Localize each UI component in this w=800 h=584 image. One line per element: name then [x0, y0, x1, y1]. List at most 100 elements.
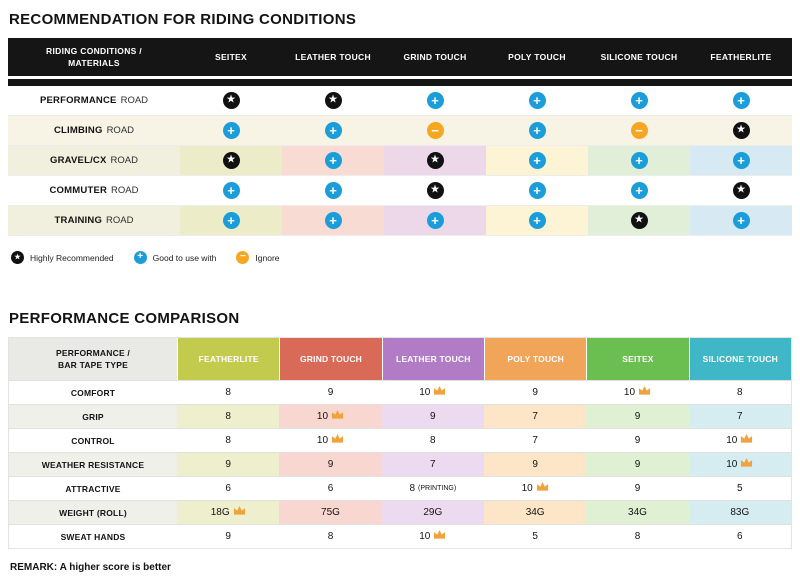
- performance-cell: 7: [484, 429, 586, 452]
- score-value: 8: [634, 531, 641, 542]
- star-glyph: ★: [736, 184, 746, 196]
- performance-table-corner-header: PERFORMANCE / BAR TAPE TYPE: [9, 338, 177, 380]
- score-value: 10: [726, 459, 738, 470]
- star-glyph: ★: [226, 94, 236, 106]
- score-value: 7: [532, 411, 538, 422]
- star-glyph: ★: [430, 154, 440, 166]
- performance-corner-line-2: BAR TAPE TYPE: [58, 360, 128, 370]
- star-icon: ★: [11, 251, 24, 264]
- plus-icon: +: [133, 251, 147, 264]
- legend-label: Ignore: [255, 252, 280, 263]
- riding-cell: +: [282, 176, 384, 205]
- plus-icon: +: [222, 212, 240, 229]
- riding-cell: ★: [384, 176, 486, 205]
- riding-cell: +: [384, 206, 486, 235]
- performance-row-label: COMFORT: [70, 387, 116, 398]
- performance-cell: 6: [177, 477, 279, 500]
- minus-icon: −: [630, 122, 648, 139]
- score-value: 10: [726, 435, 738, 446]
- score-value: 7: [737, 411, 743, 422]
- score-value: 9: [327, 387, 334, 398]
- performance-cell: 10: [484, 477, 586, 500]
- crown-icon: [233, 505, 246, 516]
- performance-cell: 8: [689, 381, 791, 404]
- riding-cell: +: [282, 146, 384, 175]
- score-value: 7: [532, 435, 538, 446]
- riding-table-row: TRAINING ROAD + + + + ★ +: [8, 206, 792, 236]
- performance-column-header: SILICONE TOUCH: [688, 338, 791, 380]
- score-value: 9: [327, 459, 334, 470]
- star-icon: ★: [222, 152, 240, 169]
- riding-table-corner-header: RIDING CONDITIONS / MATERIALS: [8, 38, 180, 76]
- riding-row-name: PERFORMANCE: [39, 95, 117, 106]
- legend-item: + Good to use with: [133, 251, 216, 264]
- score-value: 10: [316, 435, 329, 446]
- performance-table-row: COMFORT 8 9 10 9 10 8: [9, 380, 791, 404]
- performance-row-label: GRIP: [9, 405, 177, 428]
- performance-cell: 29G: [381, 501, 484, 524]
- star-glyph: ★: [226, 154, 236, 166]
- performance-cell: 9: [279, 453, 382, 476]
- score-value: 9: [532, 387, 538, 398]
- score-value: 8: [409, 483, 416, 494]
- riding-cell: +: [282, 206, 384, 235]
- score-value: 7: [430, 459, 436, 470]
- performance-cell: 8: [177, 405, 280, 428]
- riding-section-title: RECOMMENDATION FOR RIDING CONDITIONS: [9, 11, 357, 28]
- performance-cell: 8: [177, 381, 279, 404]
- plus-glyph: +: [533, 92, 541, 108]
- performance-column-header: LEATHER TOUCH: [381, 338, 484, 380]
- star-icon: ★: [222, 92, 240, 109]
- riding-row-name: TRAINING: [54, 215, 103, 226]
- riding-cell: +: [384, 86, 486, 115]
- plus-icon: +: [528, 122, 546, 139]
- score-value: 9: [225, 531, 231, 542]
- performance-column-header: SEITEX: [586, 338, 689, 380]
- performance-table-row: SWEAT HANDS 9 8 10 5 8 6: [9, 524, 791, 548]
- riding-cell: +: [486, 146, 588, 175]
- plus-glyph: +: [137, 251, 144, 262]
- performance-cell: 34G: [483, 501, 587, 524]
- plus-glyph: +: [737, 212, 745, 228]
- riding-cell: +: [690, 146, 792, 175]
- plus-glyph: +: [635, 152, 643, 168]
- score-value: 75G: [321, 507, 340, 518]
- riding-row-name: COMMUTER: [49, 185, 108, 196]
- score-value: 34G: [525, 507, 545, 518]
- score-value: 10: [623, 387, 636, 398]
- score-value: 10: [316, 411, 329, 422]
- crown-icon: [331, 433, 344, 444]
- plus-glyph: +: [329, 122, 337, 138]
- plus-glyph: +: [533, 152, 541, 168]
- score-value: 10: [419, 531, 431, 542]
- minus-glyph: −: [431, 122, 439, 138]
- score-value: 8: [225, 387, 231, 398]
- riding-row-label: PERFORMANCE ROAD: [8, 86, 180, 115]
- performance-cell: 8: [382, 429, 484, 452]
- star-icon: ★: [426, 152, 444, 169]
- riding-column-header: POLY TOUCH: [508, 52, 566, 62]
- riding-row-label: TRAINING ROAD: [8, 206, 180, 235]
- riding-table-row: GRAVEL/CX ROAD ★ + ★ + + +: [8, 146, 792, 176]
- score-value: 9: [634, 483, 641, 494]
- performance-row-label: CONTROL: [71, 435, 115, 446]
- score-value: 18G: [210, 507, 230, 518]
- performance-cell: 7: [688, 405, 791, 428]
- legend-label: Highly Recommended: [30, 252, 114, 263]
- plus-icon: +: [324, 182, 342, 199]
- performance-cell: 5: [484, 525, 586, 548]
- performance-cell: 7: [381, 453, 484, 476]
- legend-item: − Ignore: [236, 251, 280, 264]
- score-value: 6: [327, 483, 334, 494]
- plus-glyph: +: [329, 212, 337, 228]
- performance-column-header: POLY TOUCH: [483, 338, 587, 380]
- header-divider-bar: [8, 79, 792, 86]
- riding-cell: −: [588, 116, 690, 145]
- performance-cell: 10: [382, 525, 484, 548]
- plus-icon: +: [528, 152, 546, 169]
- plus-icon: +: [732, 152, 750, 169]
- score-value: 8: [225, 435, 231, 446]
- plus-glyph: +: [431, 212, 439, 228]
- performance-cell: 5: [689, 477, 791, 500]
- performance-table-row: CONTROL 8 10 8 7 9 10: [9, 428, 791, 452]
